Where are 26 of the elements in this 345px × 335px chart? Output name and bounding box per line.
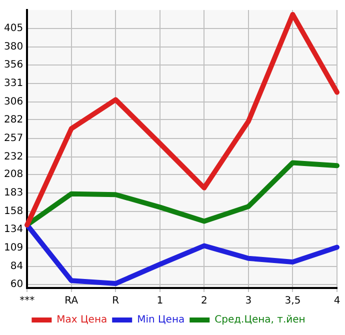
y-tick-label: 405 (4, 23, 24, 34)
x-tick-label: 4 (334, 296, 340, 307)
x-tick-label: 1 (156, 296, 164, 307)
x-tick-label: RA (64, 296, 78, 307)
y-tick-label: 158 (4, 206, 24, 218)
x-tick-label: 3 (245, 296, 252, 307)
y-tick-label: 257 (4, 132, 24, 144)
y-tick-label: 331 (4, 78, 24, 89)
y-tick-label: 134 (4, 224, 24, 236)
y-tick-label: 306 (4, 96, 24, 108)
x-tick-label: R (112, 296, 120, 307)
x-tick-label: *** (20, 296, 35, 307)
x-tick-label: 2 (200, 296, 208, 307)
y-tick-label: 232 (4, 151, 24, 162)
y-tick-label: 109 (4, 242, 24, 254)
y-tick-label: 60 (10, 278, 24, 290)
y-tick-label: 84 (10, 261, 24, 272)
x-tick-label: 3,5 (284, 296, 301, 307)
legend-label: Max Цена (56, 314, 108, 326)
y-tick-label: 282 (4, 114, 24, 126)
y-tick-label: 208 (4, 169, 24, 180)
legend-label: Min Цена (137, 314, 185, 326)
y-tick-label: 356 (4, 59, 24, 70)
y-tick-label: 380 (4, 42, 24, 53)
legend-label: Сред.Цена, т.йен (214, 314, 306, 326)
y-tick-label: 183 (4, 188, 24, 199)
